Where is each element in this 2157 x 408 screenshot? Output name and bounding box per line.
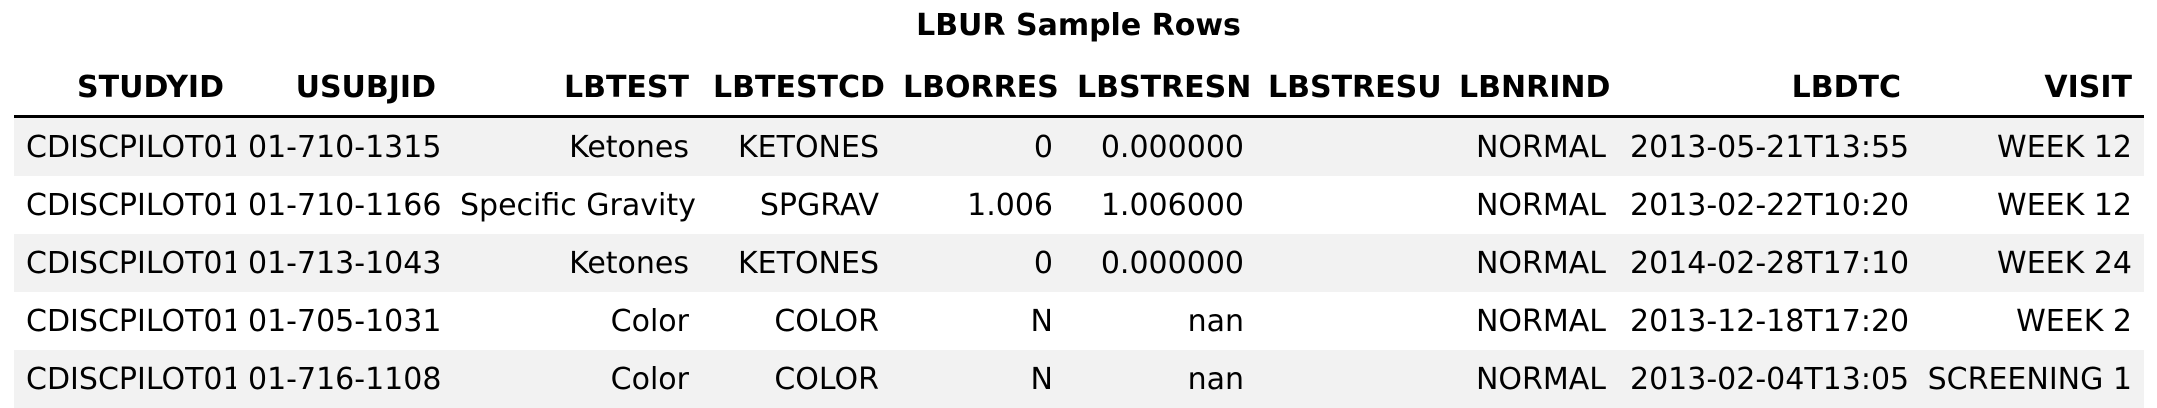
cell-lborres: 0 (891, 234, 1065, 292)
cell-studyid: CDISCPILOT01 (14, 234, 236, 292)
column-header-usubjid: USUBJID (236, 60, 448, 118)
cell-usubjid: 01-716-1108 (236, 350, 448, 408)
cell-lbtestcd: COLOR (701, 292, 891, 350)
cell-lbstresu (1256, 234, 1447, 292)
cell-visit: WEEK 12 (1913, 176, 2144, 234)
cell-lbtest: Ketones (448, 234, 701, 292)
cell-lbtestcd: KETONES (701, 116, 891, 176)
cell-lbstresu (1256, 176, 1447, 234)
column-header-lbtestcd: LBTESTCD (701, 60, 891, 118)
cell-lbdtc: 2014-02-28T17:10 (1618, 234, 1913, 292)
cell-lbtest: Ketones (448, 116, 701, 176)
cell-lbstresu (1256, 350, 1447, 408)
cell-lbstresn: 0.000000 (1065, 116, 1256, 176)
table-row: CDISCPILOT01 01-710-1315 Ketones KETONES 0 0.… (14, 116, 2144, 176)
header-row: STUDYID USUBJID LBTEST LBTESTCD LBORRES LBSTR… (14, 60, 2144, 118)
cell-usubjid: 01-705-1031 (236, 292, 448, 350)
cell-lbdtc: 2013-12-18T17:20 (1618, 292, 1913, 350)
cell-lbstresn: 1.006000 (1065, 176, 1256, 234)
table-body: CDISCPILOT01 01-710-1315 Ketones KETONES 0 0.… (14, 116, 2144, 408)
cell-lbstresn: 0.000000 (1065, 234, 1256, 292)
cell-lborres: N (891, 350, 1065, 408)
cell-lbnrind: NORMAL (1447, 234, 1618, 292)
cell-lbnrind: NORMAL (1447, 176, 1618, 234)
cell-lbstresu (1256, 292, 1447, 350)
cell-lbtestcd: KETONES (701, 234, 891, 292)
cell-lborres: 0 (891, 116, 1065, 176)
cell-studyid: CDISCPILOT01 (14, 176, 236, 234)
cell-lbnrind: NORMAL (1447, 292, 1618, 350)
cell-usubjid: 01-710-1315 (236, 116, 448, 176)
cell-lbdtc: 2013-02-04T13:05 (1618, 350, 1913, 408)
cell-lbstresn: nan (1065, 350, 1256, 408)
column-header-visit: VISIT (1913, 60, 2144, 118)
column-header-lbstresn: LBSTRESN (1065, 60, 1256, 118)
table-row: CDISCPILOT01 01-710-1166 Specific Gravity S… (14, 176, 2144, 234)
cell-visit: WEEK 12 (1913, 116, 2144, 176)
data-table: STUDYID USUBJID LBTEST LBTESTCD LBORRES LBSTR… (14, 60, 2144, 408)
cell-studyid: CDISCPILOT01 (14, 292, 236, 350)
column-header-lbnrind: LBNRIND (1447, 60, 1618, 118)
cell-lborres: N (891, 292, 1065, 350)
cell-lbdtc: 2013-02-22T10:20 (1618, 176, 1913, 234)
column-header-lbstresu: LBSTRESU (1256, 60, 1447, 118)
cell-lbdtc: 2013-05-21T13:55 (1618, 116, 1913, 176)
column-header-lbtest: LBTEST (448, 60, 701, 118)
cell-studyid: CDISCPILOT01 (14, 350, 236, 408)
cell-lbstresn: nan (1065, 292, 1256, 350)
cell-visit: WEEK 24 (1913, 234, 2144, 292)
cell-lbtest: Color (448, 350, 701, 408)
cell-studyid: CDISCPILOT01 (14, 116, 236, 176)
cell-lbtestcd: SPGRAV (701, 176, 891, 234)
cell-lbtestcd: COLOR (701, 350, 891, 408)
cell-usubjid: 01-710-1166 (236, 176, 448, 234)
cell-visit: WEEK 2 (1913, 292, 2144, 350)
cell-lborres: 1.006 (891, 176, 1065, 234)
cell-lbnrind: NORMAL (1447, 116, 1618, 176)
cell-visit: SCREENING 1 (1913, 350, 2144, 408)
cell-usubjid: 01-713-1043 (236, 234, 448, 292)
column-header-studyid: STUDYID (14, 60, 236, 118)
column-header-lbdtc: LBDTC (1618, 60, 1913, 118)
cell-lbtest: Specific Gravity (448, 176, 701, 234)
table-row: CDISCPILOT01 01-713-1043 Ketones KETONES 0 0.… (14, 234, 2144, 292)
cell-lbnrind: NORMAL (1447, 350, 1618, 408)
cell-lbstresu (1256, 116, 1447, 176)
cell-lbtest: Color (448, 292, 701, 350)
table-title: LBUR Sample Rows (916, 8, 1241, 43)
column-header-lborres: LBORRES (891, 60, 1065, 118)
